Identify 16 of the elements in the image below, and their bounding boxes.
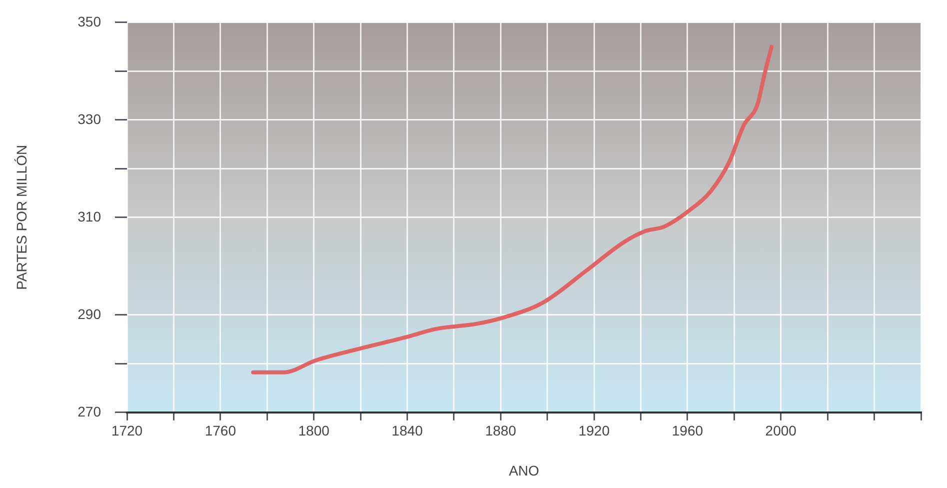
- x-tick-label: 1960: [672, 422, 704, 439]
- x-tick-label: 2000: [765, 422, 797, 439]
- y-tick-label: 270: [78, 403, 102, 420]
- x-tick-label: 1800: [298, 422, 330, 439]
- x-tick-label: 1760: [204, 422, 236, 439]
- x-tick-label: 1920: [578, 422, 610, 439]
- line-series: [251, 44, 774, 374]
- x-tick-label: 1720: [111, 422, 143, 439]
- x-axis-title: ANO: [508, 462, 540, 478]
- y-axis-title: PARTES POR MILLÓN: [13, 144, 30, 290]
- x-tick-label: 1840: [392, 422, 424, 439]
- y-tick-label: 290: [78, 306, 102, 322]
- x-tick-label: 1880: [485, 422, 516, 439]
- y-tick-label: 310: [78, 208, 102, 224]
- y-tick-label: 330: [78, 110, 102, 127]
- y-tick-label: 350: [78, 13, 102, 30]
